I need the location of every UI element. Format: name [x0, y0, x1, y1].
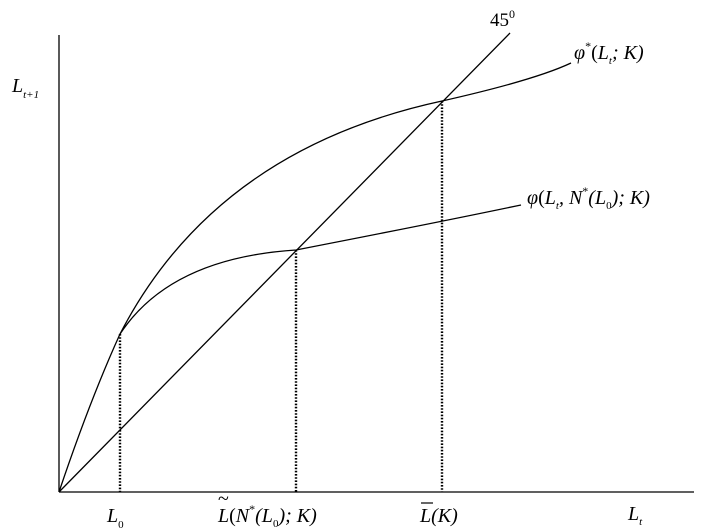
y-axis-label-sub: t+1: [23, 89, 39, 101]
phi-arg-l0: (L: [588, 187, 606, 209]
curve-phi-label: φ(Lt, N*(L0); K): [527, 184, 650, 212]
phi-star-arg-sub: t: [609, 55, 613, 67]
phi-symbol: φ: [527, 187, 538, 209]
tick-label-ltilde-accent: ~: [218, 488, 229, 510]
phi-arg-n-star: *: [582, 184, 588, 198]
x-axis-label: Lt: [627, 503, 643, 528]
x-axis-label-main: L: [627, 503, 639, 525]
phi-arg-l0-sub: 0: [606, 200, 612, 212]
tick-ltilde-n: N: [235, 505, 251, 527]
y-axis-label: Lt+1: [11, 75, 39, 101]
phi-arg-l: L: [544, 187, 556, 209]
diagonal-45-line: [58, 32, 511, 493]
diagonal-label: 450: [490, 7, 515, 31]
tick-lbar-rest: (K): [431, 505, 458, 527]
phi-arg-sub: t: [556, 200, 560, 212]
tick-label-l0: L0: [106, 505, 124, 530]
phi-star-superscript: *: [585, 39, 591, 53]
phi-star-symbol: φ: [574, 42, 585, 64]
phi-star-arg-rest: ; K): [612, 42, 644, 64]
curve-phi: [119, 204, 522, 335]
curve-phi-star: [58, 62, 572, 493]
y-axis-label-main: L: [11, 75, 23, 97]
tick-lbar-l: L: [419, 505, 431, 527]
tick-l0-main: L: [106, 505, 118, 527]
phi-star-arg-l: L: [597, 42, 609, 64]
phi-arg-n: , N: [559, 187, 584, 209]
tick-label-ltilde: L(N*(L0); K): [217, 502, 317, 530]
tick-ltilde-l: L: [217, 505, 229, 527]
tick-ltilde-l0-sub: 0: [273, 518, 279, 530]
tick-label-lbar: L(K): [419, 505, 458, 527]
phi-arg-close: ); K): [611, 187, 651, 209]
tick-ltilde-star: *: [249, 502, 255, 516]
diagonal-label-main: 45: [490, 10, 509, 31]
tick-l0-sub: 0: [118, 519, 124, 530]
phi-star-open-paren: (: [591, 42, 598, 64]
tick-ltilde-close: ); K): [277, 505, 317, 527]
tick-ltilde-l0: (L: [255, 505, 273, 527]
curve-phi-star-label: φ*(Lt; K): [574, 39, 644, 67]
tick-ltilde-open: (: [229, 505, 236, 527]
phi-open-paren: (: [538, 187, 545, 209]
x-axis-label-sub: t: [639, 516, 643, 528]
diagonal-label-sup: 0: [509, 7, 515, 21]
